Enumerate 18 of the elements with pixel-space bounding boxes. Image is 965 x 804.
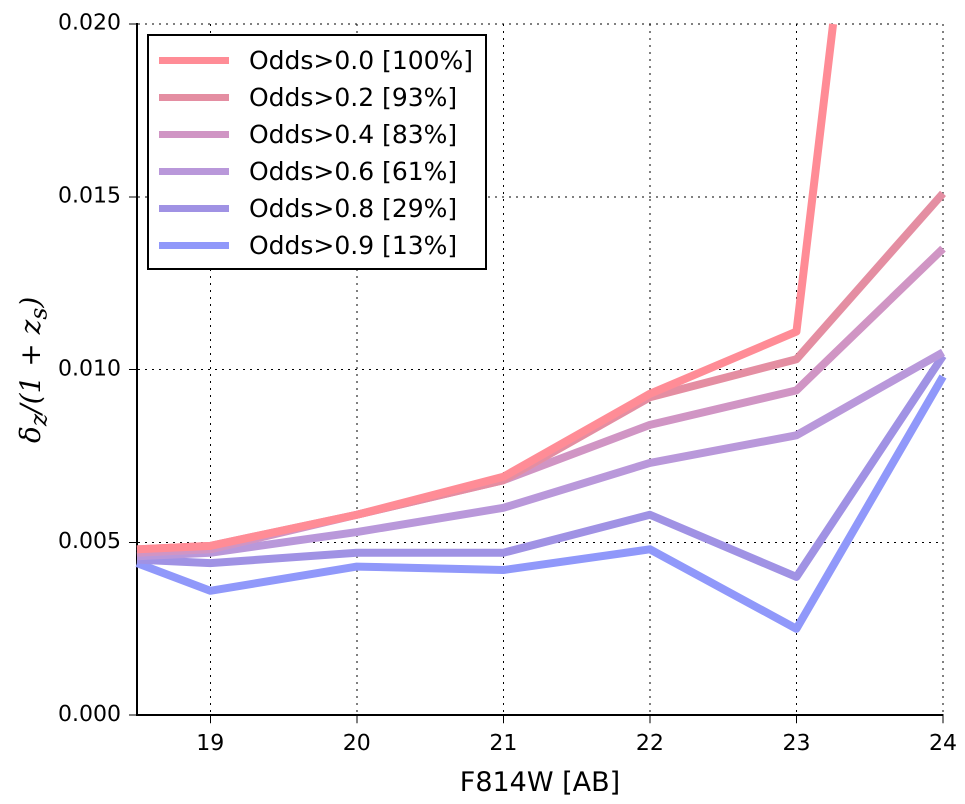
- y-tick-label: 0.015: [58, 184, 121, 209]
- y-tick-label: 0.020: [58, 10, 121, 36]
- legend-label: Odds>0.4 [83%]: [248, 120, 458, 149]
- x-tick-label: 23: [782, 731, 810, 756]
- y-tick-label: 0.000: [58, 702, 121, 727]
- x-tick-label: 19: [196, 731, 224, 756]
- legend-label: Odds>0.6 [61%]: [248, 157, 458, 186]
- legend-label: Odds>0.8 [29%]: [248, 194, 458, 223]
- legend-label: Odds>0.2 [93%]: [248, 83, 458, 112]
- x-tick-label: 24: [929, 731, 958, 756]
- x-tick-label: 20: [342, 731, 371, 756]
- x-tick-label: 22: [636, 731, 664, 756]
- x-tick-label: 21: [489, 731, 518, 756]
- legend-label: Odds>0.0 [100%]: [248, 46, 474, 75]
- y-tick-label: 0.010: [58, 356, 121, 382]
- y-tick-label: 0.005: [58, 529, 121, 554]
- legend-label: Odds>0.9 [13%]: [248, 231, 458, 260]
- x-axis-title: F814W [AB]: [460, 766, 620, 798]
